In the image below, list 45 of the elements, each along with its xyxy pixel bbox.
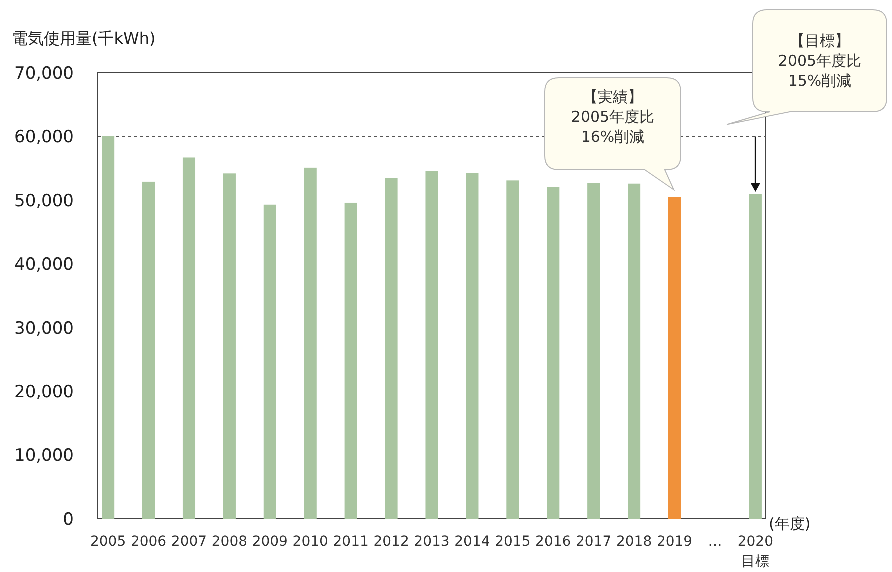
x-tick-label: 2015 — [495, 534, 531, 550]
y-axis-title: 電気使用量(千kWh) — [12, 29, 156, 48]
y-tick-label: 60,000 — [14, 128, 74, 148]
x-tick-label: 2016 — [536, 534, 572, 550]
x-tick-label: 2014 — [454, 534, 490, 550]
y-tick-label: 30,000 — [14, 318, 74, 339]
text: 【目標】 2005年度比 15%削減 — [778, 32, 862, 90]
bar — [668, 197, 682, 519]
x-tick-label: 2007 — [171, 534, 208, 550]
x-tick-label: 2018 — [616, 534, 652, 550]
x-tick-label: 2011 — [333, 534, 369, 550]
x-tick-label: 2013 — [414, 534, 450, 550]
bar — [466, 173, 479, 519]
y-tick-label: 50,000 — [14, 191, 74, 212]
y-tick-label: 0 — [63, 510, 74, 530]
x-tick-label: 2010 — [292, 534, 328, 550]
bar — [304, 168, 317, 519]
bar — [628, 184, 641, 519]
bar — [426, 171, 438, 519]
x-tick-label: 2006 — [130, 534, 167, 550]
x-tick-label: 2020 目標 — [738, 534, 774, 570]
x-tick-label: 2017 — [576, 534, 612, 550]
bar — [385, 178, 398, 519]
x-tick-label: … — [708, 534, 722, 550]
bar — [142, 182, 156, 519]
bar — [344, 202, 358, 519]
x-tick-label: 2012 — [374, 534, 410, 550]
bar — [102, 136, 115, 519]
x-tick-label: 2008 — [212, 534, 248, 550]
bar — [547, 187, 560, 519]
x-tick-label: 2009 — [252, 534, 288, 550]
bar — [182, 158, 196, 519]
bar — [588, 183, 600, 519]
bar — [506, 180, 520, 519]
x-tick-label: 2019 — [656, 534, 693, 550]
annotation: 【実績】 2005年度比 16%削減 — [571, 88, 655, 146]
bar — [749, 194, 762, 519]
bar — [264, 204, 276, 519]
y-tick-label: 20,000 — [14, 382, 74, 403]
y-tick-label: 70,000 — [14, 64, 74, 84]
x-tick-label: 2005 — [90, 534, 126, 550]
bar — [223, 174, 236, 519]
x-axis-title: (年度) — [769, 515, 811, 533]
y-tick-label: 40,000 — [14, 255, 74, 276]
y-tick-label: 10,000 — [14, 446, 74, 466]
